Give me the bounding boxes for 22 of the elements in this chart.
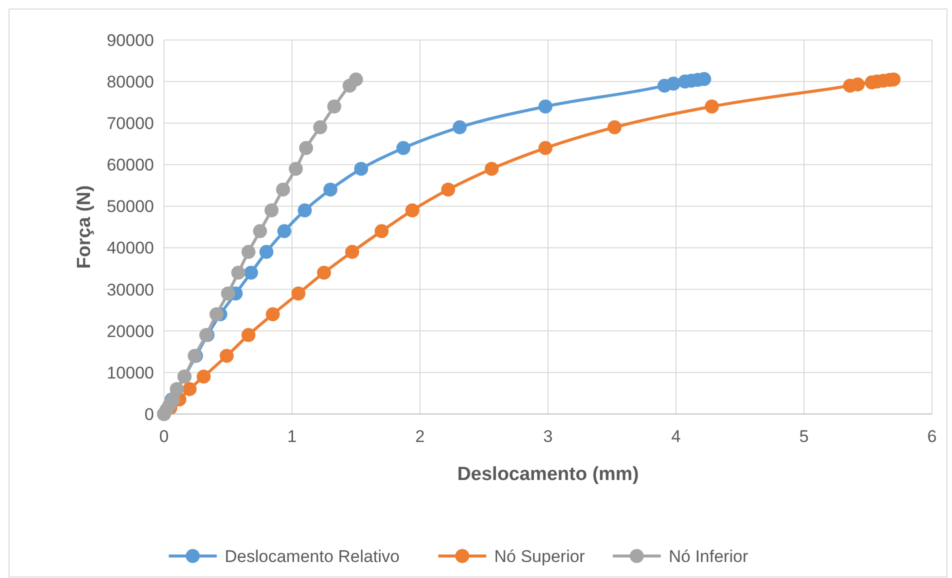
x-axis-title: Deslocamento (mm) bbox=[457, 464, 639, 485]
x-tick-label: 1 bbox=[287, 427, 297, 446]
legend-label: Nó Superior bbox=[494, 546, 586, 566]
legend-label: Nó Inferior bbox=[668, 546, 748, 566]
y-tick-label: 60000 bbox=[106, 156, 154, 175]
x-tick-label: 4 bbox=[671, 427, 681, 446]
legend-label: Deslocamento Relativo bbox=[224, 546, 400, 566]
y-tick-label: 10000 bbox=[106, 363, 154, 382]
y-tick-label: 70000 bbox=[106, 114, 154, 134]
x-tick-label: 5 bbox=[799, 427, 809, 446]
y-tick-label: 80000 bbox=[106, 72, 154, 92]
y-tick-label: 50000 bbox=[106, 197, 154, 216]
x-tick-label: 3 bbox=[543, 427, 553, 446]
y-tick-label: 30000 bbox=[106, 280, 154, 300]
x-tick-label: 6 bbox=[927, 427, 937, 446]
y-tick-label: 20000 bbox=[106, 322, 154, 341]
y-tick-label: 90000 bbox=[106, 30, 154, 50]
y-tick-label: 0 bbox=[144, 404, 154, 424]
y-axis-title: Força (N) bbox=[74, 185, 95, 269]
x-tick-label: 0 bbox=[159, 427, 169, 446]
x-tick-label: 2 bbox=[415, 427, 425, 446]
y-tick-label: 40000 bbox=[106, 238, 154, 258]
